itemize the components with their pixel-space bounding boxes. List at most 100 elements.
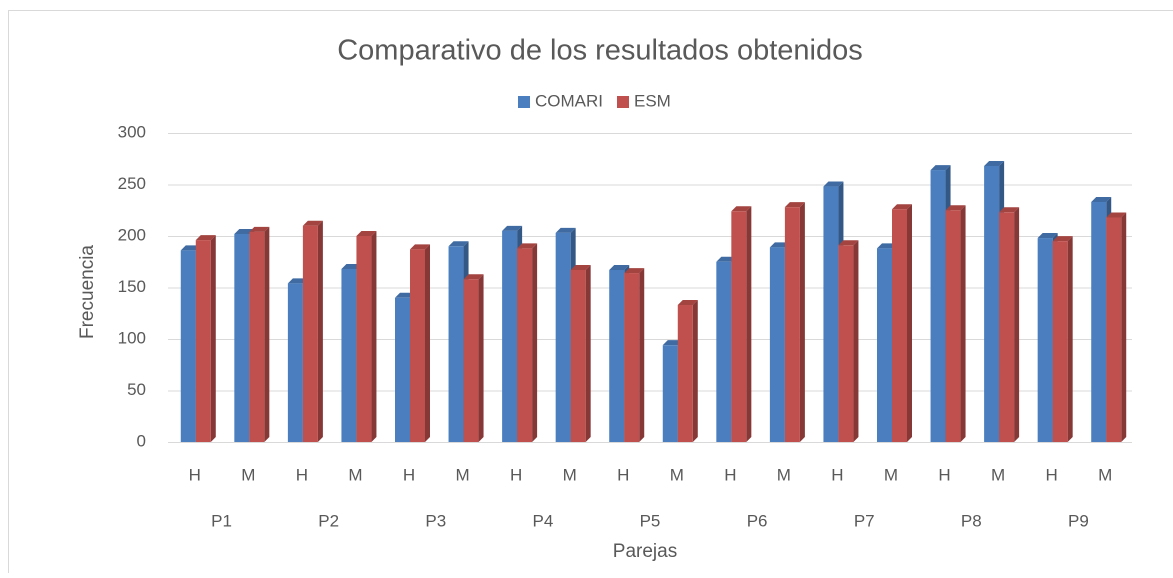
y-tick-label: 250 bbox=[118, 174, 146, 193]
bar-front bbox=[609, 270, 624, 442]
bar-side bbox=[425, 244, 430, 442]
x-tick-label: M bbox=[241, 465, 255, 484]
bar-side bbox=[693, 300, 698, 442]
x-tick-label: H bbox=[510, 465, 522, 484]
x-group-label: P4 bbox=[532, 511, 553, 530]
bar-front bbox=[731, 211, 746, 442]
bar-side bbox=[746, 206, 751, 442]
x-tick-label: M bbox=[884, 465, 898, 484]
bar-side bbox=[639, 268, 644, 442]
bar-side bbox=[371, 231, 376, 442]
x-axis-label: Parejas bbox=[613, 541, 677, 562]
bar-front bbox=[877, 248, 892, 442]
bar bbox=[731, 206, 751, 442]
bar-side bbox=[211, 235, 216, 442]
bar-side bbox=[961, 205, 966, 442]
bar bbox=[838, 240, 858, 442]
legend-swatch bbox=[518, 96, 530, 108]
x-group-label: P9 bbox=[1068, 511, 1089, 530]
bar-side bbox=[853, 240, 858, 442]
bar-front bbox=[571, 270, 586, 442]
bar-front bbox=[823, 187, 838, 442]
bar bbox=[517, 243, 537, 442]
x-group-label: P8 bbox=[961, 511, 982, 530]
bar-side bbox=[907, 204, 912, 442]
x-tick-label: H bbox=[724, 465, 736, 484]
bar bbox=[624, 268, 644, 442]
bar bbox=[892, 204, 912, 442]
bar-front bbox=[770, 247, 785, 442]
bar-front bbox=[341, 269, 356, 442]
bar-front bbox=[946, 210, 961, 442]
x-group-label: P3 bbox=[425, 511, 446, 530]
x-tick-label: H bbox=[831, 465, 843, 484]
y-axis-label: Frecuencia bbox=[77, 245, 98, 339]
bar-front bbox=[663, 345, 678, 442]
x-tick-label: H bbox=[189, 465, 201, 484]
x-group-label: P1 bbox=[211, 511, 232, 530]
bar-front bbox=[838, 245, 853, 442]
bar-front bbox=[234, 234, 249, 442]
bar-front bbox=[449, 246, 464, 442]
bar bbox=[571, 265, 591, 442]
x-tick-label: H bbox=[403, 465, 415, 484]
bar-front bbox=[556, 233, 571, 442]
bar-front bbox=[303, 226, 318, 442]
bar-front bbox=[464, 279, 479, 442]
bar bbox=[785, 202, 805, 442]
x-tick-label: M bbox=[348, 465, 362, 484]
bar-front bbox=[181, 250, 196, 442]
x-tick-label: M bbox=[455, 465, 469, 484]
bar-front bbox=[716, 262, 731, 442]
bar-side bbox=[532, 243, 537, 442]
y-tick-label: 50 bbox=[127, 380, 146, 399]
bar-front bbox=[249, 232, 264, 442]
y-tick-label: 0 bbox=[137, 431, 146, 450]
bar-side bbox=[586, 265, 591, 442]
chart-title: Comparativo de los resultados obtenidos bbox=[337, 35, 863, 67]
legend-label: ESM bbox=[634, 91, 671, 110]
x-tick-label: M bbox=[670, 465, 684, 484]
x-tick-label: M bbox=[563, 465, 577, 484]
x-tick-label: M bbox=[777, 465, 791, 484]
bar-side bbox=[479, 274, 484, 442]
bar-front bbox=[288, 283, 303, 442]
bar-front bbox=[395, 298, 410, 442]
bar-front bbox=[410, 249, 425, 442]
bar bbox=[1053, 236, 1073, 442]
bar bbox=[946, 205, 966, 442]
bar-side bbox=[800, 202, 805, 442]
bar bbox=[1106, 212, 1126, 442]
x-group-label: P6 bbox=[747, 511, 768, 530]
bar-front bbox=[356, 236, 371, 442]
bar-side bbox=[318, 221, 323, 442]
bar-front bbox=[1053, 241, 1068, 442]
bar-front bbox=[1091, 202, 1106, 442]
bar-front bbox=[678, 305, 693, 442]
bar-side bbox=[1014, 207, 1019, 442]
bar-front bbox=[1038, 238, 1053, 442]
x-tick-label: H bbox=[617, 465, 629, 484]
bar-front bbox=[502, 231, 517, 442]
x-tick-label: H bbox=[296, 465, 308, 484]
bar-front bbox=[517, 248, 532, 442]
legend-label: COMARI bbox=[535, 91, 603, 110]
bar-front bbox=[892, 209, 907, 442]
x-tick-label: M bbox=[1098, 465, 1112, 484]
y-tick-label: 300 bbox=[118, 122, 146, 141]
x-group-label: P7 bbox=[854, 511, 875, 530]
bar-front bbox=[1106, 217, 1121, 442]
y-tick-label: 150 bbox=[118, 277, 146, 296]
bar bbox=[410, 244, 430, 442]
legend-swatch bbox=[617, 96, 629, 108]
bar bbox=[999, 207, 1019, 442]
x-tick-label: M bbox=[991, 465, 1005, 484]
bar-front bbox=[785, 207, 800, 442]
bar bbox=[678, 300, 698, 442]
bar-front bbox=[999, 212, 1014, 442]
x-tick-label: H bbox=[1046, 465, 1058, 484]
bar-front bbox=[624, 273, 639, 442]
x-group-label: P2 bbox=[318, 511, 339, 530]
y-tick-label: 100 bbox=[118, 328, 146, 347]
bar-side bbox=[1068, 236, 1073, 442]
